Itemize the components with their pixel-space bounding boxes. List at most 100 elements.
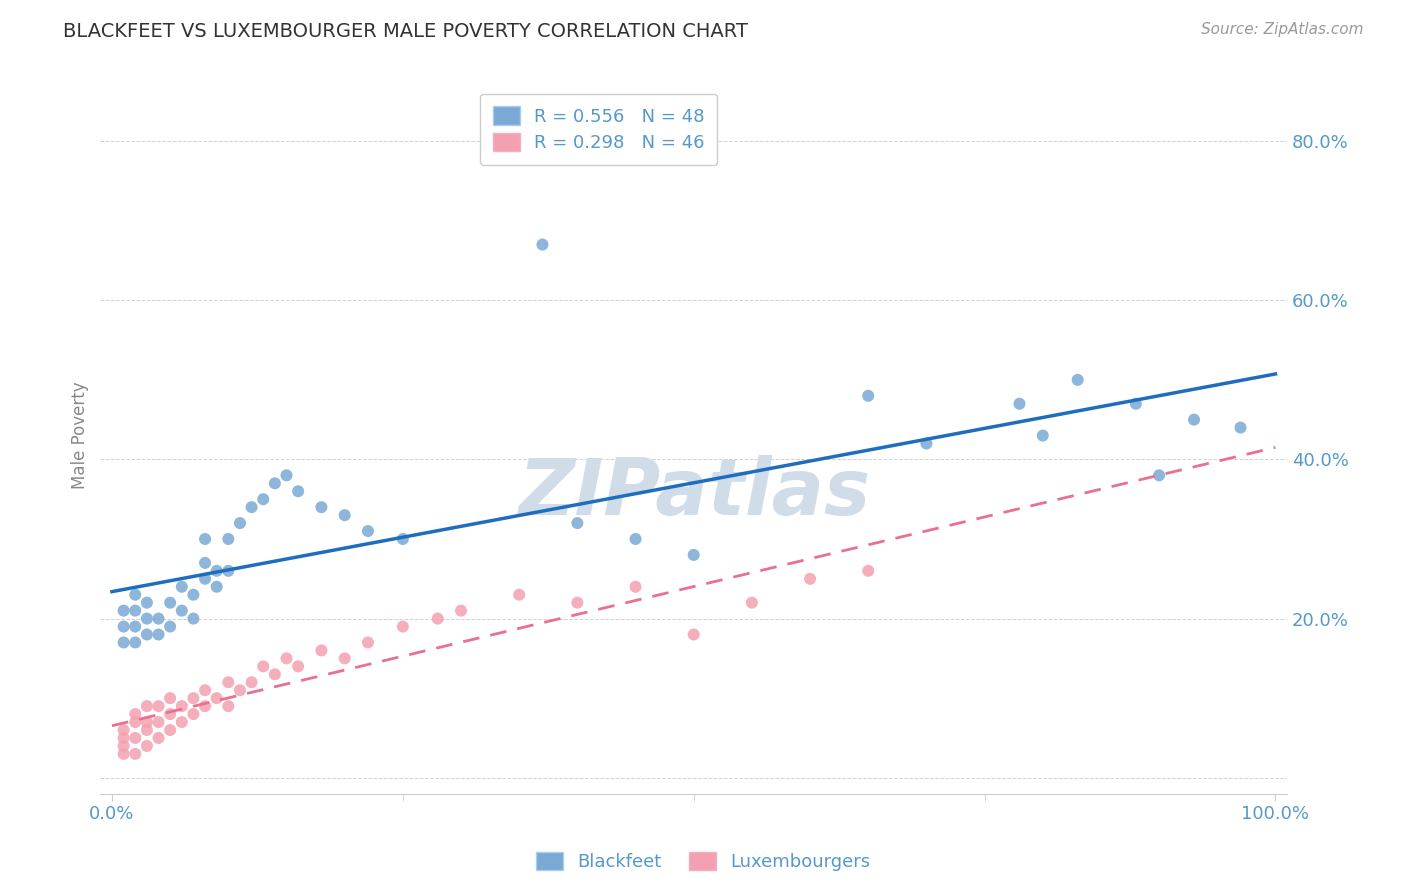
Y-axis label: Male Poverty: Male Poverty xyxy=(72,382,89,490)
Point xyxy=(148,699,170,714)
Point xyxy=(1008,397,1031,411)
Point xyxy=(915,436,938,450)
Legend: Blackfeet, Luxembourgers: Blackfeet, Luxembourgers xyxy=(529,845,877,879)
Point xyxy=(159,691,181,706)
Point xyxy=(135,627,157,641)
Point xyxy=(1182,412,1205,426)
Point xyxy=(229,516,252,530)
Point xyxy=(112,619,135,633)
Point xyxy=(1066,373,1088,387)
Point xyxy=(135,723,157,737)
Point xyxy=(194,532,217,546)
Point xyxy=(112,723,135,737)
Point xyxy=(1032,428,1054,442)
Point xyxy=(124,619,146,633)
Point xyxy=(624,580,647,594)
Text: ZIPatlas: ZIPatlas xyxy=(517,455,870,531)
Point xyxy=(148,731,170,745)
Point xyxy=(311,500,333,515)
Point xyxy=(567,596,589,610)
Point xyxy=(112,635,135,649)
Point xyxy=(450,604,472,618)
Point xyxy=(124,731,146,745)
Point xyxy=(124,604,146,618)
Point xyxy=(508,588,530,602)
Point xyxy=(287,659,309,673)
Point xyxy=(311,643,333,657)
Text: Source: ZipAtlas.com: Source: ZipAtlas.com xyxy=(1201,22,1364,37)
Point xyxy=(124,747,146,761)
Point xyxy=(112,739,135,753)
Point xyxy=(217,564,239,578)
Point xyxy=(567,516,589,530)
Point xyxy=(252,659,274,673)
Point xyxy=(170,580,193,594)
Point xyxy=(205,580,228,594)
Point xyxy=(217,675,239,690)
Point xyxy=(205,691,228,706)
Point xyxy=(194,683,217,698)
Point xyxy=(1147,468,1170,483)
Point xyxy=(159,707,181,722)
Point xyxy=(276,651,298,665)
Point xyxy=(183,611,205,625)
Point xyxy=(135,699,157,714)
Point xyxy=(799,572,821,586)
Point xyxy=(333,508,356,523)
Point xyxy=(124,635,146,649)
Point xyxy=(135,596,157,610)
Point xyxy=(741,596,763,610)
Point xyxy=(194,556,217,570)
Point xyxy=(135,739,157,753)
Point xyxy=(205,564,228,578)
Point xyxy=(287,484,309,499)
Point xyxy=(858,564,880,578)
Point xyxy=(392,619,415,633)
Point xyxy=(858,389,880,403)
Point xyxy=(183,707,205,722)
Point xyxy=(183,588,205,602)
Point xyxy=(624,532,647,546)
Point xyxy=(194,699,217,714)
Point xyxy=(183,691,205,706)
Point xyxy=(170,604,193,618)
Point xyxy=(333,651,356,665)
Point xyxy=(112,747,135,761)
Point xyxy=(531,237,554,252)
Point xyxy=(240,675,263,690)
Point xyxy=(357,635,380,649)
Legend: R = 0.556   N = 48, R = 0.298   N = 46: R = 0.556 N = 48, R = 0.298 N = 46 xyxy=(479,94,717,165)
Point xyxy=(1229,420,1251,434)
Point xyxy=(392,532,415,546)
Point xyxy=(229,683,252,698)
Point xyxy=(124,707,146,722)
Point xyxy=(357,524,380,538)
Point xyxy=(1125,397,1147,411)
Point xyxy=(252,492,274,507)
Point xyxy=(426,611,449,625)
Point xyxy=(159,619,181,633)
Point xyxy=(112,604,135,618)
Point xyxy=(263,476,285,491)
Point xyxy=(112,731,135,745)
Text: BLACKFEET VS LUXEMBOURGER MALE POVERTY CORRELATION CHART: BLACKFEET VS LUXEMBOURGER MALE POVERTY C… xyxy=(63,22,748,41)
Point xyxy=(276,468,298,483)
Point xyxy=(148,627,170,641)
Point xyxy=(159,723,181,737)
Point xyxy=(263,667,285,681)
Point xyxy=(135,714,157,729)
Point xyxy=(682,548,704,562)
Point xyxy=(217,532,239,546)
Point xyxy=(194,572,217,586)
Point xyxy=(148,611,170,625)
Point xyxy=(148,714,170,729)
Point xyxy=(159,596,181,610)
Point xyxy=(240,500,263,515)
Point xyxy=(124,714,146,729)
Point xyxy=(170,714,193,729)
Point xyxy=(124,588,146,602)
Point xyxy=(135,611,157,625)
Point xyxy=(682,627,704,641)
Point xyxy=(170,699,193,714)
Point xyxy=(217,699,239,714)
